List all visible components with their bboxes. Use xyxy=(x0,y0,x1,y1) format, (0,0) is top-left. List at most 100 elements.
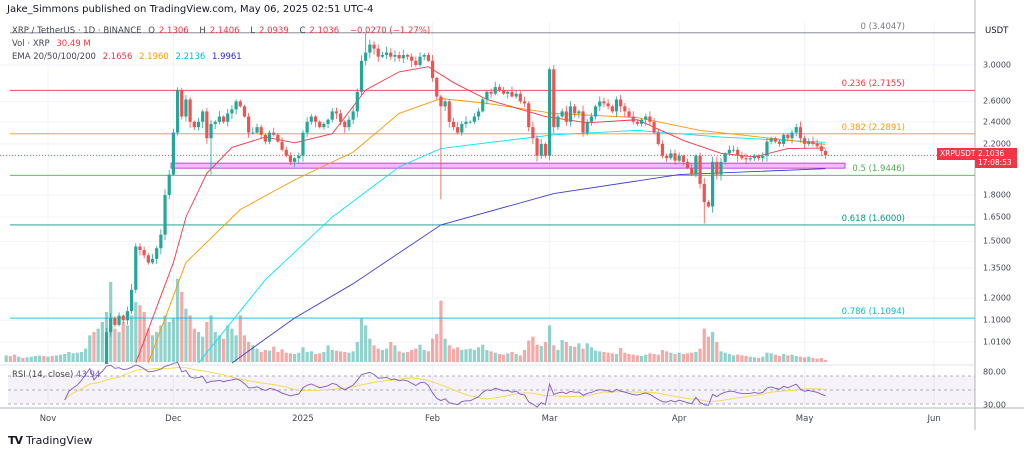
brand-name: TradingView xyxy=(26,434,93,447)
volume-bar xyxy=(761,356,765,362)
candle xyxy=(573,103,577,118)
candle-body xyxy=(522,101,527,104)
volume-bar xyxy=(769,353,773,362)
candle xyxy=(130,283,134,314)
candle-body xyxy=(167,174,171,195)
candle xyxy=(384,46,389,59)
rsi-tick: 30.00 xyxy=(983,400,1006,410)
ema-label[interactable]: EMA 20/50/100/200 xyxy=(12,52,96,62)
candle-body xyxy=(213,121,217,124)
candle-body xyxy=(731,149,736,151)
candle-body xyxy=(698,155,702,184)
current-price-tag: 2.1036 17:08:53 xyxy=(975,148,1017,168)
candle-body xyxy=(568,106,573,122)
volume-bar xyxy=(339,351,343,362)
volume-bar xyxy=(669,352,673,362)
price-tick: 2.4000 xyxy=(983,117,1011,127)
volume-bar xyxy=(293,354,297,362)
current-symbol-tag: XRPUSDT xyxy=(937,148,979,160)
volume-bar xyxy=(757,358,761,362)
low-label: L xyxy=(250,26,255,36)
candle-body xyxy=(752,155,757,159)
candle xyxy=(518,90,522,104)
volume-bar xyxy=(681,354,685,362)
volume-bar xyxy=(740,355,744,362)
candle xyxy=(481,96,485,113)
candle xyxy=(548,67,552,161)
candle xyxy=(230,105,234,119)
candle xyxy=(305,117,309,137)
candle-body xyxy=(138,246,142,250)
candle-body xyxy=(548,69,552,156)
volume-bar xyxy=(405,352,410,362)
volume-bar xyxy=(359,318,364,362)
volume-bar xyxy=(706,336,711,362)
candle xyxy=(255,123,259,134)
candle-body xyxy=(502,89,506,94)
volume-bar xyxy=(802,357,807,362)
candle xyxy=(422,53,426,61)
candle-body xyxy=(581,111,585,133)
volume-bar xyxy=(715,342,719,362)
candle-body xyxy=(464,121,468,124)
volume-bar xyxy=(238,315,242,362)
volume-bar xyxy=(251,345,255,362)
symbol-name[interactable]: XRP / TetherUS · 1D · BINANCE xyxy=(12,26,142,36)
volume-label[interactable]: Vol · XRP xyxy=(12,39,50,49)
volume-bar xyxy=(765,352,769,362)
volume-bar xyxy=(67,352,71,362)
candle xyxy=(226,108,230,127)
candle xyxy=(731,145,736,153)
candle-body xyxy=(163,194,167,235)
volume-bar xyxy=(217,335,221,362)
volume-bar xyxy=(192,328,196,362)
candle xyxy=(769,136,773,145)
volume-bar xyxy=(326,345,330,362)
volume-bar xyxy=(514,354,518,362)
candle xyxy=(639,118,644,127)
candle xyxy=(631,111,635,125)
volume-bar xyxy=(585,343,589,362)
volume-bar xyxy=(639,356,644,362)
candle xyxy=(560,108,564,119)
candle xyxy=(752,154,757,161)
candle-body xyxy=(397,55,401,59)
candle-body xyxy=(694,155,698,175)
candle xyxy=(184,95,188,122)
candle-body xyxy=(711,161,715,207)
candle-body xyxy=(606,103,610,107)
candle xyxy=(284,146,288,158)
volume-bar xyxy=(113,328,117,362)
candle-body xyxy=(740,155,744,159)
volume-bar xyxy=(518,355,522,362)
footer-brand[interactable]: TV TradingView xyxy=(8,434,93,447)
candle-body xyxy=(819,146,823,151)
time-tick: May xyxy=(795,414,814,424)
volume-bar xyxy=(380,350,384,362)
volume-bar xyxy=(364,325,368,362)
volume-bar xyxy=(786,355,790,362)
candle xyxy=(644,113,648,126)
volume-legend: Vol · XRP 30.49 M xyxy=(12,39,95,49)
candle-body xyxy=(313,116,318,122)
volume-bar xyxy=(33,356,38,362)
price-tick: 1.8000 xyxy=(983,190,1011,200)
candle-body xyxy=(652,121,656,133)
candle xyxy=(213,120,217,130)
candle-body xyxy=(535,138,539,156)
fib-level-label: 0.236 (2.7155) xyxy=(841,79,905,90)
candle-body xyxy=(113,317,117,325)
volume-bar xyxy=(138,305,142,362)
volume-bar xyxy=(522,350,527,362)
candle xyxy=(234,99,238,115)
volume-bar xyxy=(635,355,639,362)
candle-body xyxy=(610,106,614,112)
candle xyxy=(180,87,184,120)
rsi-legend[interactable]: RSI (14, close) 43.94 xyxy=(12,370,100,380)
price-tick: 2.2000 xyxy=(983,139,1011,149)
candle-body xyxy=(221,116,226,122)
volume-bar xyxy=(12,354,17,362)
volume-bar xyxy=(777,356,782,362)
candle-body xyxy=(493,87,497,94)
